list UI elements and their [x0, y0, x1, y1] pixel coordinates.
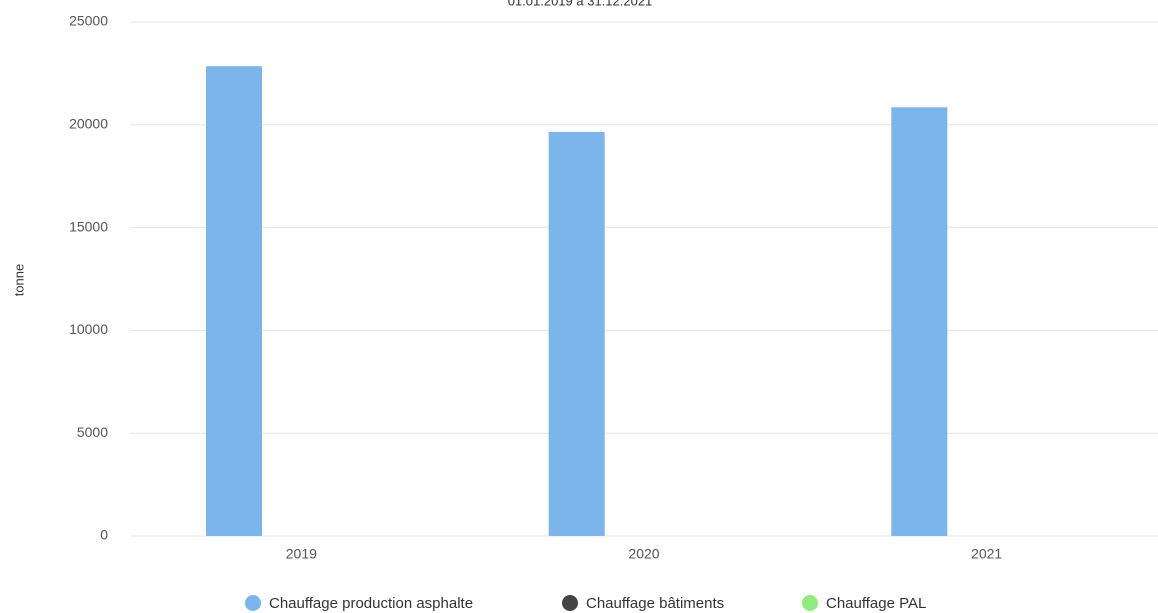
- legend-label: Chauffage production asphalte: [269, 595, 473, 612]
- x-tick-label: 2020: [628, 546, 659, 562]
- legend-marker: [562, 595, 578, 611]
- chart-subtitle: 01.01.2019 à 31.12.2021: [508, 0, 653, 8]
- legend-label: Chauffage PAL: [826, 595, 926, 612]
- bar: [206, 66, 262, 536]
- x-tick-label: 2021: [971, 546, 1002, 562]
- y-tick-label: 0: [100, 527, 108, 543]
- y-axis-label: tonne: [11, 264, 26, 297]
- bar: [548, 131, 605, 536]
- bar: [891, 107, 948, 536]
- y-tick-label: 10000: [69, 321, 108, 337]
- y-tick-label: 20000: [69, 116, 108, 132]
- y-tick-label: 5000: [77, 424, 108, 440]
- legend-marker: [245, 595, 261, 611]
- x-tick-label: 2019: [286, 546, 317, 562]
- y-tick-label: 15000: [69, 218, 108, 234]
- legend-label: Chauffage bâtiments: [586, 595, 724, 612]
- y-tick-label: 25000: [69, 13, 108, 29]
- legend-marker: [802, 595, 818, 611]
